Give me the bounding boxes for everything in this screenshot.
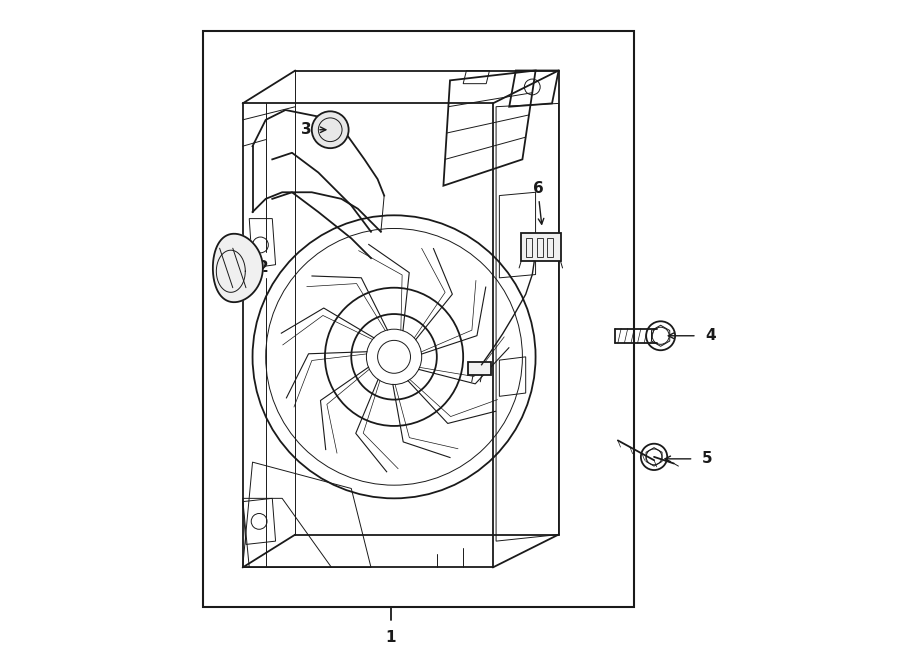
Text: 6: 6 [534, 182, 544, 196]
Polygon shape [212, 234, 263, 302]
Text: 2: 2 [257, 260, 268, 276]
Bar [547, 239, 553, 256]
Circle shape [311, 111, 348, 148]
Text: 3: 3 [302, 122, 311, 137]
Text: 4: 4 [706, 329, 716, 343]
Text: 1: 1 [385, 630, 396, 645]
Text: 5: 5 [702, 451, 713, 467]
Polygon shape [468, 362, 490, 375]
Bar [537, 239, 543, 256]
Polygon shape [521, 233, 561, 261]
Bar [526, 239, 532, 256]
Bar [203, 31, 634, 607]
